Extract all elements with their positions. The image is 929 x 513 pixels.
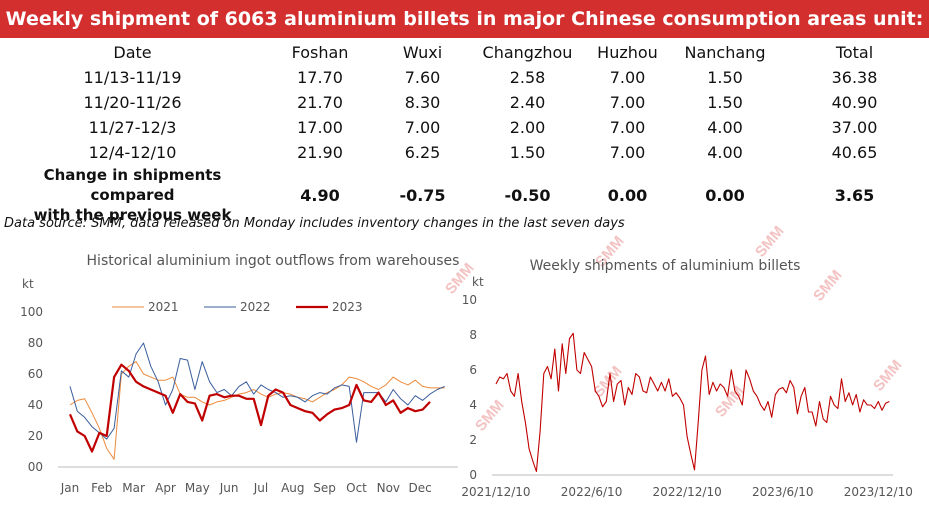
- table-cell: 8.30: [404, 93, 441, 112]
- table-cell: 40.65: [831, 143, 878, 162]
- table-cell: 7.00: [609, 93, 646, 112]
- table-cell: 1.50: [509, 143, 546, 162]
- table-cell: 11/13-11/19: [83, 68, 182, 87]
- watermark-text: SMM: [472, 397, 508, 435]
- chart1-legend-label: 2023: [332, 300, 363, 314]
- chart2-ytick: 0: [469, 468, 477, 482]
- chart1-legend-label: 2022: [240, 300, 271, 314]
- table-cell: 2.40: [509, 93, 546, 112]
- table-header-row: Date Foshan Wuxi Changzhou Huzhou Nanchang Tot…: [0, 40, 929, 65]
- chart1-xtick: Sep: [313, 481, 336, 495]
- chart1-xtick: Nov: [377, 481, 400, 495]
- change-label: Change in shipments compared with the pre…: [33, 166, 232, 224]
- table-row: 12/4-12/10 21.90 6.25 1.50 7.00 4.00 40.65: [0, 140, 929, 165]
- table-cell: 12/4-12/10: [88, 143, 177, 162]
- table-cell: 1.50: [707, 93, 743, 112]
- title-bar: Weekly shipment of 6063 aluminium billet…: [0, 0, 929, 68]
- chart1-xtick: Oct: [346, 481, 367, 495]
- table-cell: 7.60: [404, 68, 441, 87]
- table-cell: 2.00: [509, 118, 546, 137]
- chart1-xtick: Aug: [281, 481, 304, 495]
- watermark-text: SMM: [752, 223, 788, 261]
- column-header: Foshan: [291, 43, 349, 62]
- chart1-ytick: 80: [28, 336, 43, 350]
- chart1-series-2023: [68, 363, 431, 453]
- table-cell: 37.00: [831, 118, 878, 137]
- chart2-xtick: 2021/12/10: [461, 485, 530, 499]
- table-cell: 17.00: [297, 118, 343, 137]
- table-cell: 21.90: [297, 143, 343, 162]
- table-cell: 36.38: [831, 68, 878, 87]
- shipment-table: Date Foshan Wuxi Changzhou Huzhou Nanchang Tot…: [0, 40, 929, 225]
- table-row: 11/20-11/26 21.70 8.30 2.40 7.00 1.50 40.90: [0, 90, 929, 115]
- chart2-ylabel: kt: [472, 275, 484, 289]
- chart2-xtick: 2023/6/10: [752, 485, 814, 499]
- table-cell: 21.70: [297, 93, 343, 112]
- column-header: Total: [835, 43, 874, 62]
- table-cell: 6.25: [404, 143, 441, 162]
- column-header: Nanchang: [684, 43, 766, 62]
- change-value: 0.00: [607, 185, 648, 205]
- chart1-xtick: Jan: [60, 481, 80, 495]
- column-header: Huzhou: [597, 43, 658, 62]
- chart1-xtick: Apr: [155, 481, 176, 495]
- chart1-title: Historical aluminium ingot outflows from…: [87, 253, 460, 269]
- change-value: -0.75: [399, 185, 446, 205]
- column-header: Date: [113, 43, 152, 62]
- change-value: 3.65: [834, 185, 875, 205]
- table-cell: 11/27-12/3: [88, 118, 177, 137]
- table-cell: 7.00: [404, 118, 441, 137]
- chart2-ytick: 6: [469, 363, 477, 377]
- chart1-xtick: Jun: [219, 481, 239, 495]
- watermark-text: SMM: [810, 267, 846, 305]
- table-cell: 1.50: [707, 68, 743, 87]
- table-cell: 7.00: [609, 118, 646, 137]
- chart2-xtick: 2022/12/10: [653, 485, 722, 499]
- chart1-ylabel: kt: [22, 277, 34, 291]
- chart2-ytick: 2: [469, 433, 477, 447]
- chart1-ytick: 40: [28, 398, 43, 412]
- chart1-ytick: 00: [28, 460, 43, 474]
- chart1-ytick: 100: [20, 305, 43, 319]
- chart1-ytick: 60: [28, 367, 43, 381]
- chart1-series-2022: [69, 342, 445, 443]
- chart2-ytick: 10: [462, 293, 477, 307]
- chart2-series-weekly: [495, 332, 890, 473]
- table-row: 11/13-11/19 17.70 7.60 2.58 7.00 1.50 36.38: [0, 65, 929, 90]
- chart1-xtick: Feb: [91, 481, 112, 495]
- column-header: Changzhou: [482, 43, 573, 62]
- source-note: Data source: SMM, data released on Monda…: [4, 216, 625, 231]
- chart2-ytick: 4: [469, 398, 477, 412]
- chart2-title: Weekly shipments of aluminium billets: [530, 258, 801, 274]
- change-value: 4.90: [300, 185, 340, 205]
- table-cell: 7.00: [609, 68, 646, 87]
- chart1-ytick: 20: [28, 429, 43, 443]
- chart1-xtick: May: [185, 481, 210, 495]
- table-row: 11/27-12/3 17.00 7.00 2.00 7.00 4.00 37.00: [0, 115, 929, 140]
- chart2-ytick: 8: [469, 328, 477, 342]
- table-cell: 2.58: [509, 68, 546, 87]
- chart2-xtick: 2022/6/10: [561, 485, 623, 499]
- table-cell: 7.00: [609, 143, 646, 162]
- chart1-legend-label: 2021: [148, 300, 179, 314]
- chart1-xtick: Jul: [253, 481, 268, 495]
- table-cell: 17.70: [297, 68, 343, 87]
- change-row: Change in shipments compared with the pre…: [0, 165, 929, 225]
- column-header: Wuxi: [402, 43, 443, 62]
- change-value: -0.50: [504, 185, 551, 205]
- table-cell: 4.00: [707, 143, 743, 162]
- table-cell: 40.90: [831, 93, 878, 112]
- change-value: 0.00: [705, 185, 745, 205]
- chart2-xtick: 2023/12/10: [844, 485, 913, 499]
- chart1-xtick: Dec: [409, 481, 432, 495]
- watermark-text: SMM: [870, 357, 906, 395]
- table-cell: 4.00: [707, 118, 743, 137]
- table-cell: 11/20-11/26: [83, 93, 182, 112]
- chart1-xtick: Mar: [122, 481, 145, 495]
